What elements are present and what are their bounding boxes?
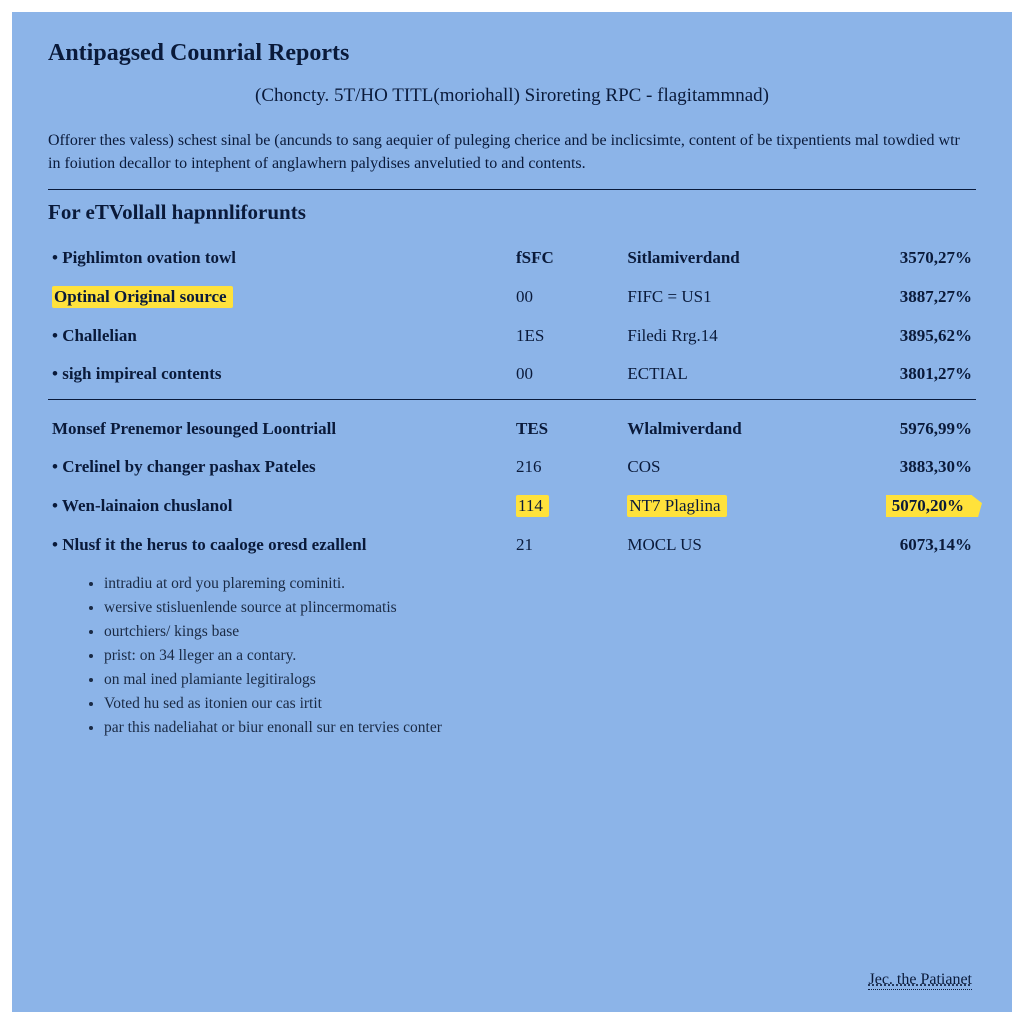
table-row: Monsef Prenemor lesounged Loontriall TES… [48, 410, 976, 448]
row-pct: 3887,27% [828, 277, 976, 317]
row-code: 00 [512, 355, 623, 393]
footer-link[interactable]: Jec. the Patianet [868, 971, 972, 990]
list-item: par this nadeliahat or biur enonall sur … [104, 718, 976, 739]
row-pct: 6073,14% [828, 526, 976, 564]
row-name: Sitlamiverdand [623, 239, 827, 277]
row-name: FIFC = US1 [623, 277, 827, 317]
page-subtitle: (Choncty. 5T/HO TITL(moriohall) Siroreti… [48, 85, 976, 107]
table-row: Optinal Original source 00 FIFC = US1 38… [48, 277, 976, 317]
list-item: prist: on 34 lleger an a contary. [104, 646, 976, 667]
divider [48, 399, 976, 400]
report-page: Antipagsed Counrial Reports (Choncty. 5T… [12, 12, 1012, 1012]
row-code: 216 [512, 448, 623, 486]
row-pct: 3895,62% [828, 317, 976, 355]
row-name: MOCL US [623, 526, 827, 564]
table-row: Pighlimton ovation towl fSFC Sitlamiverd… [48, 239, 976, 277]
section1-header: For eTVollall hapnnliforunts [48, 200, 976, 225]
row-code: TES [512, 410, 623, 448]
sublist: intradiu at ord you plareming cominiti. … [104, 574, 976, 738]
row-label: Wen-lainaion chuslanol [52, 496, 232, 515]
row-code: 1ES [512, 317, 623, 355]
row-name: COS [623, 448, 827, 486]
list-item: on mal ined plamiante legitiralogs [104, 670, 976, 691]
row-name: Filedi Rrg.14 [623, 317, 827, 355]
divider [48, 189, 976, 190]
row-pct: 3801,27% [828, 355, 976, 393]
row-label: Challelian [52, 326, 137, 345]
list-item: ourtchiers/ kings base [104, 622, 976, 643]
row-code: 21 [512, 526, 623, 564]
table-row-highlighted: Wen-lainaion chuslanol 114 NT7 Plaglina … [48, 486, 976, 526]
table-row: sigh impireal contents 00 ECTIAL 3801,27… [48, 355, 976, 393]
table-row: Challelian 1ES Filedi Rrg.14 3895,62% [48, 317, 976, 355]
table-row: Crelinel by changer pashax Pateles 216 C… [48, 448, 976, 486]
table-row: Nlusf it the herus to caaloge oresd ezal… [48, 526, 976, 564]
list-item: Voted hu sed as itonien our cas irtit [104, 694, 976, 715]
section2-table: Monsef Prenemor lesounged Loontriall TES… [48, 410, 976, 564]
list-item: wersive stisluenlende source at plincerm… [104, 598, 976, 619]
row-label: Nlusf it the herus to caaloge oresd ezal… [52, 535, 366, 554]
row-label: sigh impireal contents [52, 364, 222, 383]
section1-table: Pighlimton ovation towl fSFC Sitlamiverd… [48, 239, 976, 393]
row-code: 00 [512, 277, 623, 317]
row-pct: 3883,30% [828, 448, 976, 486]
row-code-highlighted: 114 [516, 495, 549, 517]
intro-paragraph: Offorer thes valess) schest sinal be (an… [48, 129, 976, 175]
row-pct: 5976,99% [828, 410, 976, 448]
list-item: intradiu at ord you plareming cominiti. [104, 574, 976, 595]
row-name: ECTIAL [623, 355, 827, 393]
row-label: Monsef Prenemor lesounged Loontriall [52, 419, 336, 438]
row-pct-highlighted: 5070,20% [886, 495, 972, 517]
row-label-highlighted: Optinal Original source [52, 286, 233, 308]
row-code: fSFC [512, 239, 623, 277]
row-label: Crelinel by changer pashax Pateles [52, 457, 316, 476]
row-label: Pighlimton ovation towl [52, 248, 236, 267]
row-pct: 3570,27% [828, 239, 976, 277]
row-name-highlighted: NT7 Plaglina [627, 495, 726, 517]
page-title: Antipagsed Counrial Reports [48, 40, 976, 67]
row-name: Wlalmiverdand [623, 410, 827, 448]
